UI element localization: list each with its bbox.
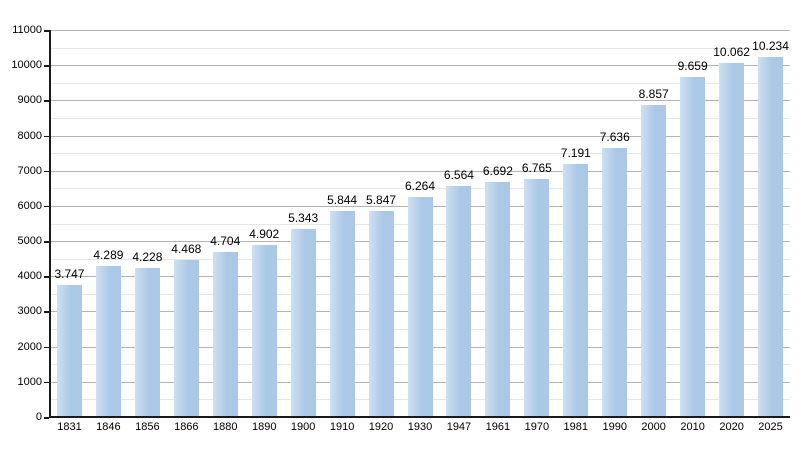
bar-value-label: 7.191 — [560, 146, 591, 160]
x-axis-label: 1947 — [446, 421, 472, 433]
y-axis-tick — [44, 276, 49, 278]
y-axis-tick — [44, 65, 49, 67]
gridline-minor — [50, 188, 790, 190]
bar — [368, 211, 394, 417]
x-axis-label: 1990 — [602, 421, 627, 433]
y-axis-label: 9000 — [17, 94, 42, 107]
x-axis-line — [49, 416, 790, 418]
bar-value-label: 9.659 — [677, 59, 708, 73]
y-axis-label: 6000 — [17, 199, 42, 212]
y-axis-tick — [44, 417, 49, 419]
bar-value-label: 6.765 — [521, 161, 552, 175]
bar — [407, 197, 433, 417]
y-axis-label: 4000 — [17, 270, 42, 283]
bar-value-label: 4.289 — [93, 248, 124, 262]
y-axis-line — [49, 30, 51, 418]
bar-value-label: 4.468 — [171, 242, 202, 256]
bar — [329, 211, 355, 417]
bar — [134, 268, 160, 417]
bar — [212, 252, 238, 417]
bar — [56, 285, 82, 417]
y-axis-label: 3000 — [17, 305, 42, 318]
x-axis-label: 1920 — [368, 421, 394, 433]
x-axis-label: 2025 — [758, 421, 783, 433]
bar — [485, 182, 511, 417]
y-axis-tick — [44, 205, 49, 208]
bar-value-label: 10.062 — [713, 45, 750, 59]
gridline-minor — [50, 47, 790, 49]
bar — [95, 266, 121, 417]
y-axis-label: 1000 — [17, 375, 42, 388]
y-axis-label: 0 — [35, 411, 42, 423]
bar-value-label: 5.343 — [288, 211, 319, 225]
y-axis-label: 8000 — [17, 129, 42, 142]
bar-value-label: 8.857 — [638, 87, 669, 101]
bar — [602, 148, 628, 417]
plot-area: 3.747 4.289 4.228 4.468 4.704 4.902 5.343 5.844… — [50, 30, 790, 417]
x-axis-label: 1880 — [213, 421, 238, 433]
x-axis-label: 1961 — [485, 421, 511, 433]
y-axis-label: 7000 — [17, 164, 42, 177]
bar — [719, 63, 745, 417]
gridline-major — [50, 65, 790, 67]
bar-value-label: 10.234 — [752, 39, 789, 53]
x-axis-label: 1866 — [174, 421, 199, 433]
y-axis-tick — [44, 381, 49, 384]
bar-value-label: 5.847 — [366, 193, 397, 207]
x-axis-label: 1970 — [524, 421, 550, 433]
y-axis-label: 11000 — [12, 24, 42, 36]
x-axis-label: 1910 — [329, 421, 355, 433]
bar-value-label: 6.564 — [443, 168, 474, 182]
bar-value-label: 4.228 — [132, 250, 163, 264]
gridline-major — [50, 100, 790, 102]
y-axis-tick — [44, 346, 49, 349]
bar-value-label: 4.902 — [249, 227, 280, 241]
y-axis-tick — [44, 30, 49, 32]
y-axis-label: 10000 — [11, 59, 42, 72]
bar — [251, 245, 277, 417]
gridline-minor — [50, 117, 790, 119]
bar-value-label: 5.844 — [327, 193, 358, 207]
x-axis-label: 2000 — [641, 421, 666, 433]
bar — [290, 229, 316, 417]
bar-value-label: 6.692 — [482, 164, 513, 178]
bar-value-label: 4.704 — [210, 234, 241, 248]
x-axis-label: 2020 — [719, 421, 744, 433]
bar-value-label: 3.747 — [54, 267, 85, 281]
x-axis-label: 2010 — [680, 421, 705, 433]
bar — [524, 179, 550, 417]
x-axis-label: 1890 — [251, 421, 277, 433]
x-axis-label: 1900 — [290, 421, 316, 433]
y-axis-tick — [44, 170, 49, 173]
x-axis-label: 1930 — [407, 421, 433, 433]
bar — [758, 57, 784, 417]
bar — [173, 260, 199, 417]
gridline-major — [50, 170, 790, 172]
y-axis-tick — [44, 311, 49, 313]
x-axis-label: 1831 — [57, 421, 82, 433]
gridline-minor — [50, 153, 790, 155]
y-axis-tick — [44, 100, 49, 102]
gridline-major — [50, 135, 790, 137]
x-axis-label: 1846 — [96, 421, 121, 433]
x-axis-label: 1856 — [135, 421, 160, 433]
bar-value-label: 6.264 — [404, 179, 436, 193]
gridline-major — [50, 30, 790, 31]
gridline-minor — [50, 82, 790, 84]
y-axis-tick — [44, 241, 49, 243]
x-axis-label: 1981 — [563, 421, 589, 433]
bar — [446, 186, 472, 417]
bar — [641, 105, 667, 417]
bar — [680, 77, 706, 417]
bar-value-label: 7.636 — [599, 130, 630, 144]
y-axis-label: 5000 — [17, 235, 42, 248]
y-axis-label: 2000 — [17, 340, 42, 353]
y-axis-tick — [44, 135, 49, 138]
bar — [563, 164, 589, 417]
